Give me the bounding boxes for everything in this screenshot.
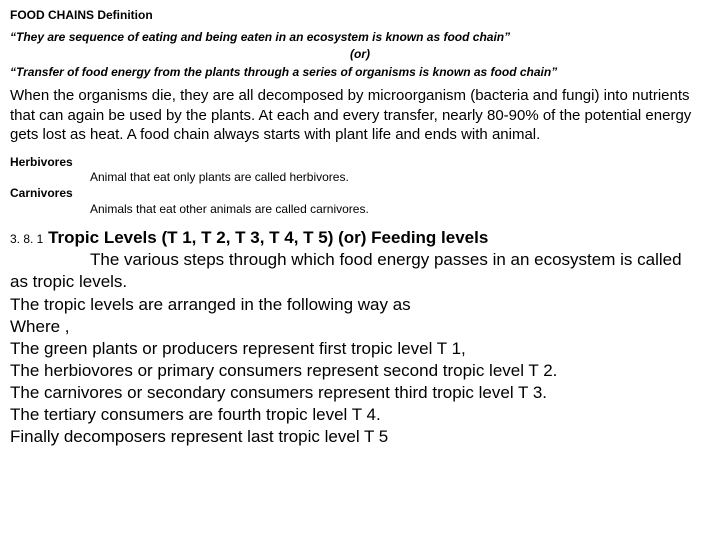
tropic-line-5: The carnivores or secondary consumers re… — [10, 382, 710, 404]
tropic-line-2: Where , — [10, 316, 710, 338]
tropic-heading: Tropic Levels (T 1, T 2, T 3, T 4, T 5) … — [43, 228, 488, 247]
page-title: FOOD CHAINS Definition — [10, 8, 710, 24]
tropic-line-4: The herbiovores or primary consumers rep… — [10, 360, 710, 382]
tropic-line-6: The tertiary consumers are fourth tropic… — [10, 404, 710, 426]
carnivores-heading: Carnivores — [10, 186, 710, 202]
paragraph-main: When the organisms die, they are all dec… — [10, 86, 710, 145]
tropic-line-7: Finally decomposers represent last tropi… — [10, 426, 710, 448]
tropic-line-3: The green plants or producers represent … — [10, 338, 710, 360]
section-number: 3. 8. 1 — [10, 232, 43, 246]
definition-line2: “Transfer of food energy from the plants… — [10, 65, 710, 81]
tropic-intro-2: as tropic levels. — [10, 271, 710, 293]
tropic-line-1: The tropic levels are arranged in the fo… — [10, 294, 710, 316]
tropic-intro-1: The various steps through which food ene… — [90, 250, 682, 269]
definition-line1: “They are sequence of eating and being e… — [10, 30, 710, 46]
herbivores-text: Animal that eat only plants are called h… — [90, 170, 710, 186]
herbivores-heading: Herbivores — [10, 155, 710, 171]
definition-or: (or) — [10, 47, 710, 63]
carnivores-text: Animals that eat other animals are calle… — [90, 202, 710, 218]
